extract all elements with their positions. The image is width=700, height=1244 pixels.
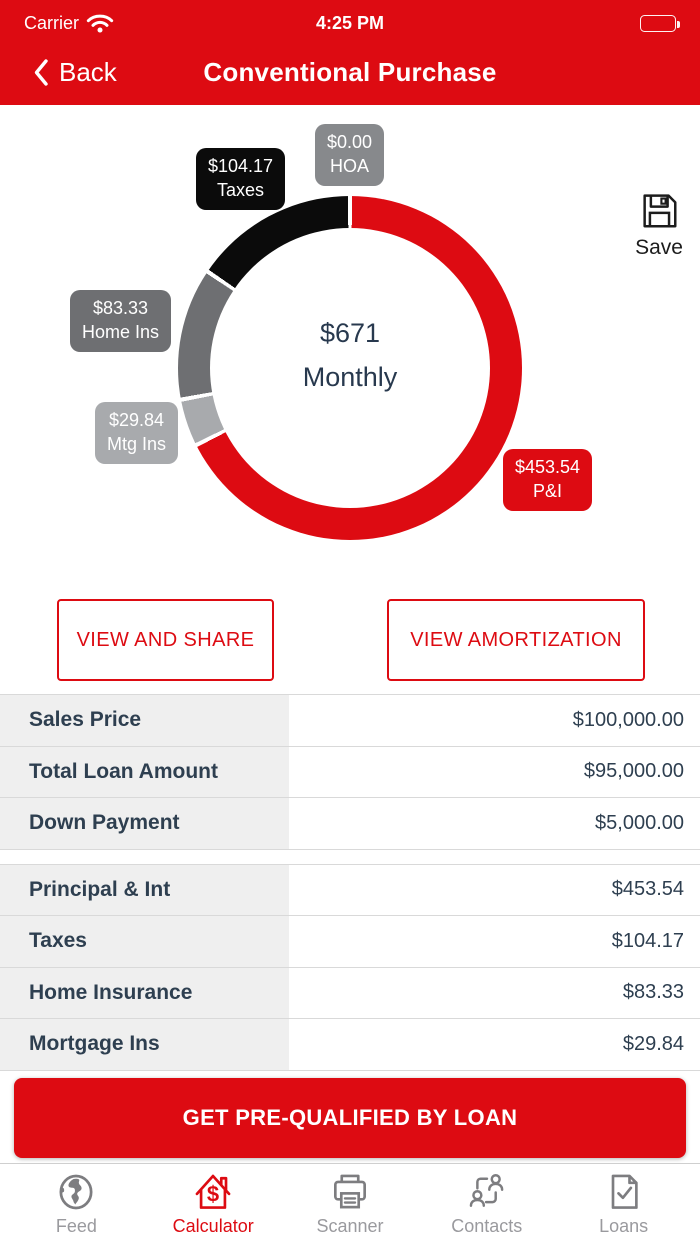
mtg-ins-badge: $29.84 Mtg Ins xyxy=(95,402,179,464)
tab-contacts[interactable]: Contacts xyxy=(418,1170,555,1242)
loan-summary-table: Sales Price $100,000.00 Total Loan Amoun… xyxy=(0,694,700,850)
table-row-total-loan-amount[interactable]: Total Loan Amount $95,000.00 xyxy=(0,746,700,798)
view-amortization-button[interactable]: VIEW AMORTIZATION xyxy=(387,599,645,681)
tab-feed[interactable]: Feed xyxy=(8,1170,145,1242)
row-value: $104.17 xyxy=(611,929,684,952)
nav-bar: Back Conventional Purchase xyxy=(0,40,700,105)
tab-loans[interactable]: Loans xyxy=(555,1170,692,1242)
mtg-ins-value: $29.84 xyxy=(108,410,165,430)
tab-bar: Feed $ Calculator Scanner xyxy=(0,1163,700,1244)
row-value: $83.33 xyxy=(622,981,684,1004)
pi-label: P&I xyxy=(533,480,563,501)
home-ins-badge: $83.33 Home Ins xyxy=(70,290,172,352)
home-ins-value: $83.33 xyxy=(92,298,149,318)
table-row-home-insurance[interactable]: Home Insurance $83.33 xyxy=(0,967,700,1019)
row-value: $95,000.00 xyxy=(583,760,684,783)
back-button[interactable]: Back xyxy=(0,49,127,96)
row-label: Sales Price xyxy=(0,695,291,746)
chevron-left-icon xyxy=(32,58,49,87)
row-label: Home Insurance xyxy=(0,967,291,1018)
battery-icon xyxy=(640,14,680,32)
tab-label: Loans xyxy=(599,1216,649,1236)
document-check-icon xyxy=(601,1170,647,1214)
svg-text:$: $ xyxy=(207,1182,219,1207)
row-label: Down Payment xyxy=(0,798,291,849)
tab-label: Contacts xyxy=(451,1216,523,1236)
action-buttons-row: VIEW AND SHARE VIEW AMORTIZATION xyxy=(0,591,700,683)
row-label: Total Loan Amount xyxy=(0,746,291,797)
taxes-value: $104.17 xyxy=(208,156,274,176)
monthly-total-label: Monthly xyxy=(302,362,398,392)
row-value: $100,000.00 xyxy=(572,708,684,731)
clock: 4:25 PM xyxy=(315,12,385,33)
app-header: Carrier 4:25 PM Back Conventional Purcha… xyxy=(0,0,700,105)
row-value: $29.84 xyxy=(622,1032,684,1055)
donut-center: $671 Monthly xyxy=(210,228,490,508)
floppy-disk-icon xyxy=(637,188,681,232)
home-ins-label: Home Ins xyxy=(82,321,160,342)
page-title: Conventional Purchase xyxy=(203,57,497,87)
payment-donut-chart-area: $671 Monthly $0.00 HOA $104.17 Taxes $83… xyxy=(0,105,700,591)
row-value: $453.54 xyxy=(611,878,684,901)
get-prequalified-button[interactable]: GET PRE-QUALIFIED BY LOAN xyxy=(14,1077,686,1158)
save-button[interactable]: Save xyxy=(621,188,697,260)
status-bar: Carrier 4:25 PM xyxy=(0,0,700,40)
mtg-ins-label: Mtg Ins xyxy=(107,433,167,454)
tab-label: Scanner xyxy=(316,1216,384,1236)
tab-scanner[interactable]: Scanner xyxy=(282,1170,419,1242)
tab-label: Calculator xyxy=(172,1216,254,1236)
table-row-down-payment[interactable]: Down Payment $5,000.00 xyxy=(0,798,700,850)
table-row-principal-int[interactable]: Principal & Int $453.54 xyxy=(0,864,700,916)
donut-chart: $671 Monthly xyxy=(178,196,522,540)
printer-icon xyxy=(327,1170,373,1214)
wifi-icon xyxy=(86,13,114,34)
contacts-icon xyxy=(464,1170,510,1214)
tab-label: Feed xyxy=(55,1216,97,1236)
hoa-label: HOA xyxy=(330,155,370,176)
globe-icon xyxy=(53,1170,99,1214)
tab-calculator[interactable]: $ Calculator xyxy=(145,1170,282,1242)
back-label: Back xyxy=(59,57,117,87)
hoa-value: $0.00 xyxy=(327,132,373,152)
house-dollar-icon: $ xyxy=(190,1170,236,1214)
carrier-label: Carrier xyxy=(24,12,80,33)
table-row-taxes[interactable]: Taxes $104.17 xyxy=(0,916,700,968)
table-row-sales-price[interactable]: Sales Price $100,000.00 xyxy=(0,695,700,747)
row-label: Principal & Int xyxy=(0,864,291,915)
row-label: Taxes xyxy=(0,916,291,967)
hoa-badge: $0.00 HOA xyxy=(315,124,385,186)
row-value: $5,000.00 xyxy=(595,811,684,834)
view-and-share-button[interactable]: VIEW AND SHARE xyxy=(57,599,274,681)
save-label: Save xyxy=(635,236,683,259)
table-gap xyxy=(0,850,700,864)
taxes-label: Taxes xyxy=(217,179,265,200)
table-row-mortgage-ins[interactable]: Mortgage Ins $29.84 xyxy=(0,1019,700,1071)
row-label: Mortgage Ins xyxy=(0,1019,291,1070)
payment-breakdown-table: Principal & Int $453.54 Taxes $104.17 Ho… xyxy=(0,863,700,1071)
pi-value: $453.54 xyxy=(515,457,581,477)
pi-badge: $453.54 P&I xyxy=(503,449,593,511)
monthly-total-value: $671 xyxy=(319,317,381,348)
taxes-badge: $104.17 Taxes xyxy=(196,148,286,210)
